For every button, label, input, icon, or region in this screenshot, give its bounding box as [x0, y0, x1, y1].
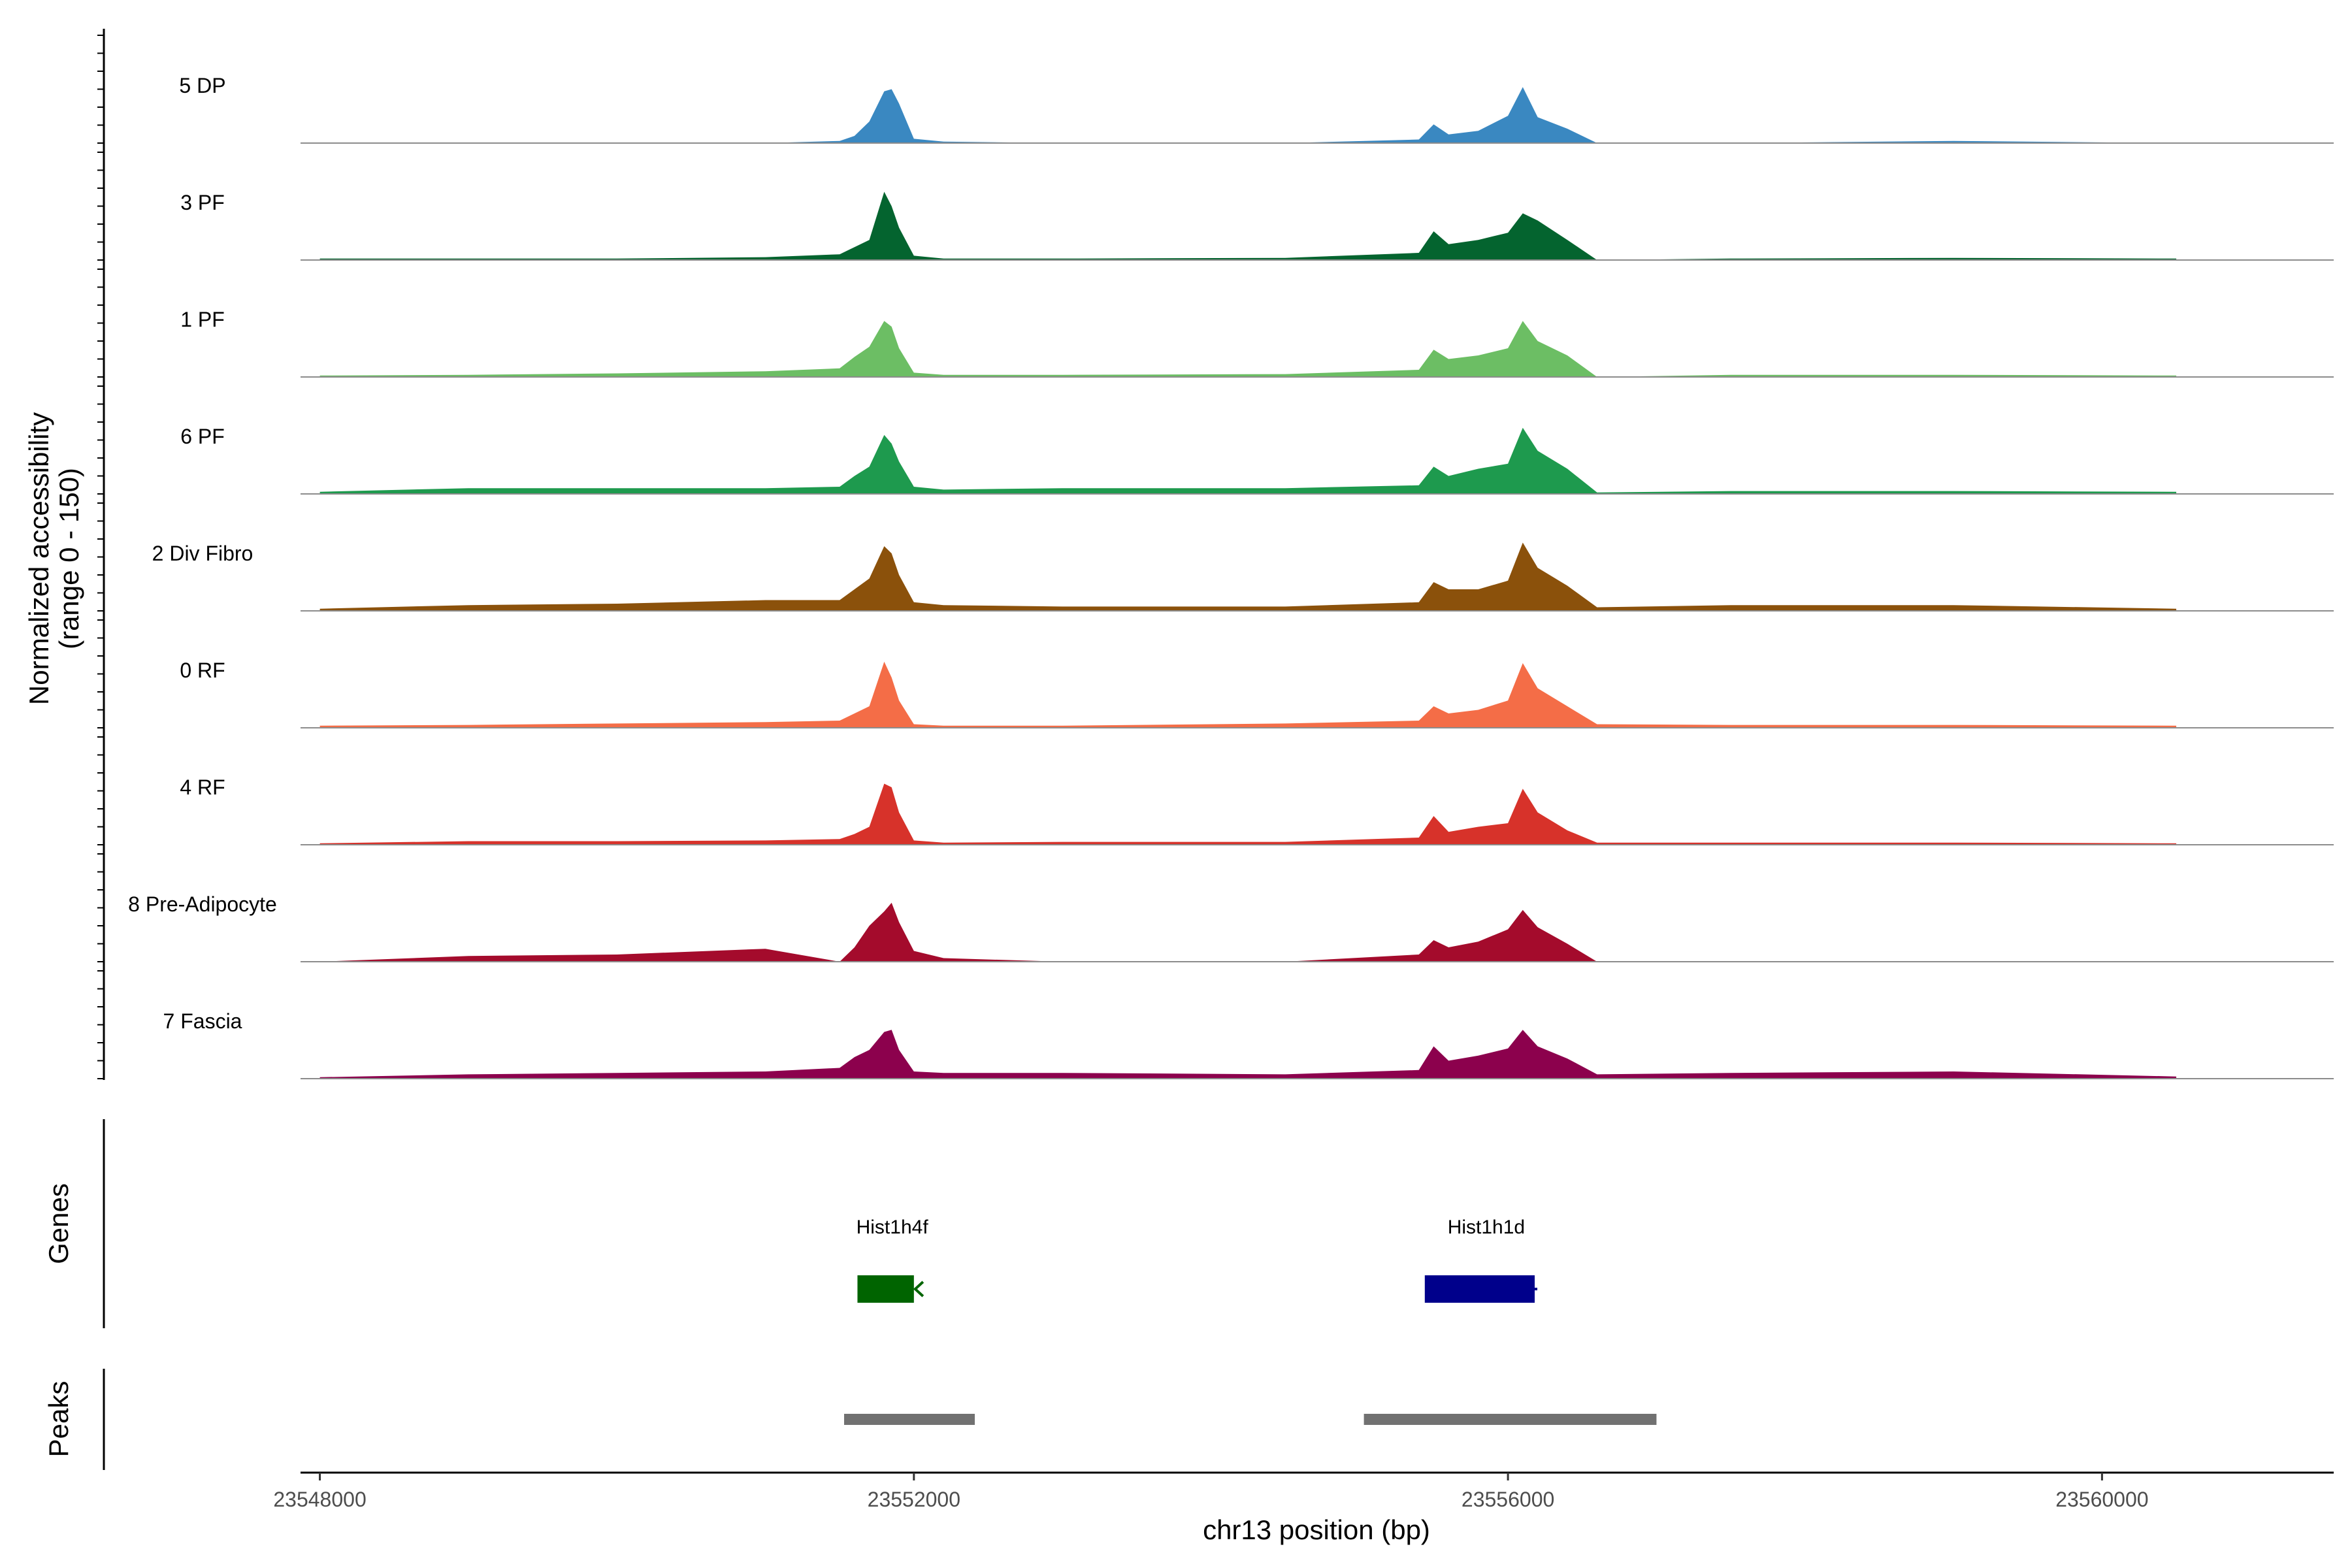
gene-body — [857, 1275, 914, 1303]
coverage-y-axis — [97, 29, 105, 1080]
coverage-area-4-rf — [319, 783, 2176, 845]
x-tick-label: 23560000 — [2055, 1488, 2148, 1511]
gene-label: Hist1h4f — [857, 1217, 929, 1238]
gene-models: Hist1h4f Hist1h1d — [857, 1217, 1538, 1303]
track-label-8-pre-adipocyte: 8 Pre-Adipocyte — [128, 892, 277, 916]
coverage-area-5-dp — [319, 87, 2176, 143]
x-tick-label: 23552000 — [868, 1488, 960, 1511]
x-axis-ticks: 23548000 23552000 23556000 23560000 — [273, 1473, 2149, 1511]
y-axis-title-line1: Normalized accessibility — [24, 412, 54, 705]
track-0-rf: 0 RF — [180, 659, 2334, 728]
track-2-div-fibro: 2 Div Fibro — [152, 542, 2334, 612]
coverage-area-3-pf — [319, 191, 2176, 260]
coverage-area-1-pf — [319, 321, 2176, 377]
track-label-7-fascia: 7 Fascia — [163, 1009, 242, 1033]
track-5-dp: 5 DP — [179, 74, 2334, 144]
genes-panel: Genes Hist1h4f Hist1h1d — [43, 1119, 1538, 1328]
x-tick-label: 23548000 — [273, 1488, 366, 1511]
track-3-pf: 3 PF — [180, 191, 2334, 261]
x-tick-label: 23556000 — [1462, 1488, 1554, 1511]
coverage-area-0-rf — [319, 661, 2176, 728]
track-6-pf: 6 PF — [180, 425, 2334, 495]
x-axis: 23548000 23552000 23556000 23560000 chr13 p… — [273, 1471, 2334, 1545]
coverage-tracks: 5 DP 3 PF 1 PF 6 PF 2 Div Fibro 0 RF 4 RF 8 Pre… — [128, 74, 2334, 1079]
track-label-1-pf: 1 PF — [180, 308, 225, 331]
track-8-pre-adipocyte: 8 Pre-Adipocyte — [128, 892, 2334, 962]
coverage-area-6-pf — [319, 427, 2176, 494]
peak-bar — [1364, 1414, 1657, 1425]
track-4-rf: 4 RF — [180, 776, 2334, 845]
peaks-panel-label: Peaks — [43, 1381, 74, 1458]
track-label-5-dp: 5 DP — [179, 74, 225, 97]
peak-regions — [843, 1414, 1657, 1425]
gene-body — [1424, 1275, 1535, 1303]
track-label-6-pf: 6 PF — [180, 425, 225, 448]
strand-arrow-icon — [913, 1281, 924, 1298]
y-axis-title: Normalized accessibility (range 0 - 150) — [24, 412, 84, 705]
x-axis-title: chr13 position (bp) — [1203, 1514, 1430, 1545]
track-7-fascia: 7 Fascia — [163, 1009, 2334, 1079]
coverage-area-7-fascia — [319, 1030, 2176, 1079]
gene-label: Hist1h1d — [1448, 1217, 1525, 1238]
peak-bar — [843, 1414, 975, 1425]
genes-panel-label: Genes — [43, 1183, 74, 1264]
coverage-area-2-div-fibro — [319, 542, 2176, 611]
track-label-2-div-fibro: 2 Div Fibro — [152, 542, 253, 565]
y-axis-title-line2: (range 0 - 150) — [54, 468, 84, 649]
gene-hist1h4f: Hist1h4f — [857, 1217, 929, 1303]
track-label-3-pf: 3 PF — [180, 191, 225, 214]
peaks-panel: Peaks — [43, 1369, 1657, 1470]
track-1-pf: 1 PF — [180, 308, 2334, 378]
track-label-0-rf: 0 RF — [180, 659, 225, 682]
gene-hist1h1d: Hist1h1d — [1424, 1217, 1538, 1303]
track-label-4-rf: 4 RF — [180, 776, 225, 799]
coverage-area-8-pre-adipocyte — [319, 902, 2176, 962]
